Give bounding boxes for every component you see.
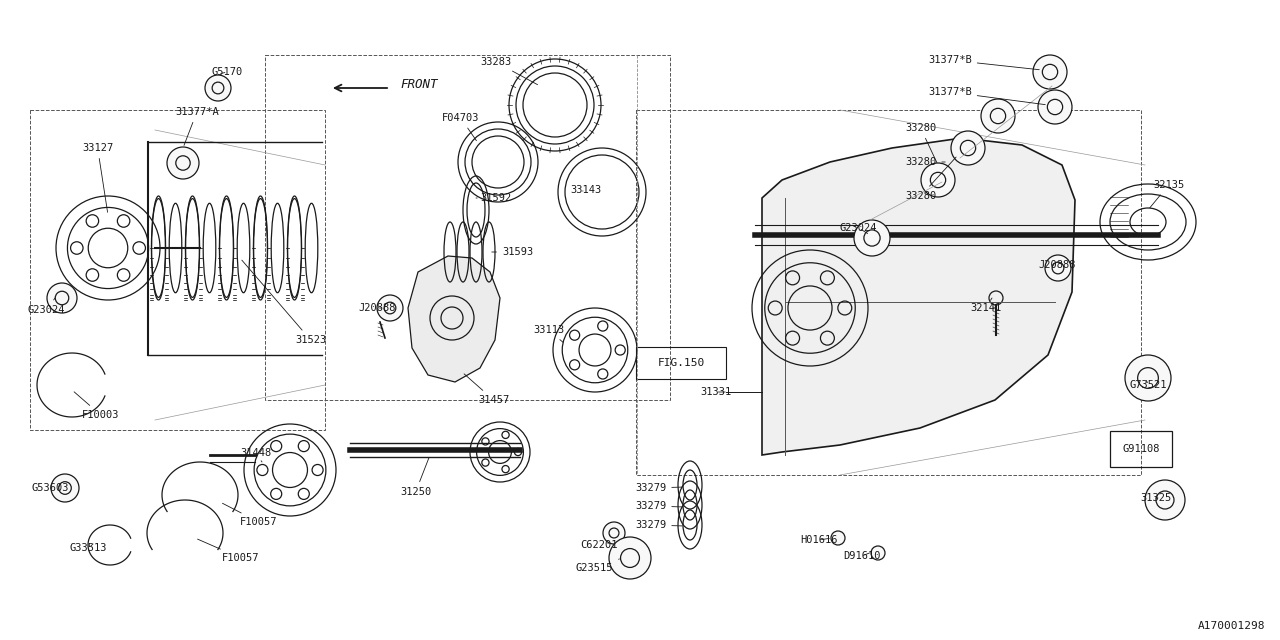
Polygon shape	[408, 256, 500, 382]
Text: G91108: G91108	[1123, 444, 1160, 454]
Text: 31448: 31448	[241, 448, 271, 462]
Text: 33279: 33279	[635, 501, 682, 511]
Text: 33283: 33283	[480, 57, 538, 84]
Text: G53603: G53603	[32, 483, 69, 493]
Ellipse shape	[980, 99, 1015, 133]
Bar	[265, 55, 669, 400]
Text: G23024: G23024	[840, 223, 878, 234]
Text: 33280: 33280	[905, 123, 937, 163]
Text: 31457: 31457	[465, 374, 509, 405]
Text: 31250: 31250	[399, 458, 431, 497]
Text: C62201: C62201	[580, 535, 617, 550]
Ellipse shape	[609, 537, 652, 579]
Bar	[636, 110, 1140, 475]
Ellipse shape	[1044, 255, 1071, 281]
Polygon shape	[762, 138, 1075, 455]
Ellipse shape	[1146, 480, 1185, 520]
Circle shape	[870, 546, 884, 560]
Ellipse shape	[205, 75, 230, 101]
Text: 33113: 33113	[532, 325, 564, 342]
Text: 33280: 33280	[905, 157, 945, 167]
Text: F10057: F10057	[223, 503, 278, 527]
Bar	[29, 110, 325, 430]
Text: 32135: 32135	[1149, 180, 1184, 208]
Ellipse shape	[1125, 355, 1171, 401]
Text: 32141: 32141	[970, 298, 1001, 313]
Text: FRONT: FRONT	[399, 77, 438, 90]
Ellipse shape	[603, 522, 625, 544]
Text: 31593: 31593	[492, 247, 534, 257]
Text: 33280: 33280	[905, 157, 956, 201]
Ellipse shape	[1033, 55, 1068, 89]
Text: 31325: 31325	[1140, 493, 1171, 503]
Text: F10003: F10003	[74, 392, 119, 420]
Ellipse shape	[47, 283, 77, 313]
Text: 31377*B: 31377*B	[928, 87, 1046, 104]
Ellipse shape	[166, 147, 198, 179]
Text: 31592: 31592	[476, 193, 511, 203]
Text: G33513: G33513	[70, 543, 108, 553]
Text: G5170: G5170	[212, 67, 243, 77]
Text: F04703: F04703	[442, 113, 480, 141]
Text: 31523: 31523	[242, 260, 326, 345]
Ellipse shape	[922, 163, 955, 197]
Text: H01616: H01616	[800, 535, 837, 545]
Text: F10057: F10057	[197, 539, 260, 563]
Text: 33279: 33279	[635, 483, 682, 493]
Text: FIG.150: FIG.150	[658, 358, 704, 368]
Ellipse shape	[378, 295, 403, 321]
Text: 33143: 33143	[570, 185, 602, 195]
Ellipse shape	[854, 220, 890, 256]
Text: 31377*B: 31377*B	[928, 55, 1039, 70]
Text: 33127: 33127	[82, 143, 113, 212]
Circle shape	[831, 531, 845, 545]
Text: G23515: G23515	[576, 559, 620, 573]
Text: G23024: G23024	[28, 298, 65, 315]
Text: J20888: J20888	[358, 303, 396, 313]
Text: 33279: 33279	[635, 520, 682, 530]
Ellipse shape	[1038, 90, 1073, 124]
Text: A170001298: A170001298	[1198, 621, 1265, 631]
Ellipse shape	[51, 474, 79, 502]
Text: 31331: 31331	[700, 387, 731, 397]
Text: D91610: D91610	[844, 551, 881, 561]
Text: G73521: G73521	[1130, 380, 1167, 390]
Text: J20888: J20888	[1038, 260, 1075, 270]
Text: 31377*A: 31377*A	[175, 107, 219, 145]
Ellipse shape	[951, 131, 986, 165]
